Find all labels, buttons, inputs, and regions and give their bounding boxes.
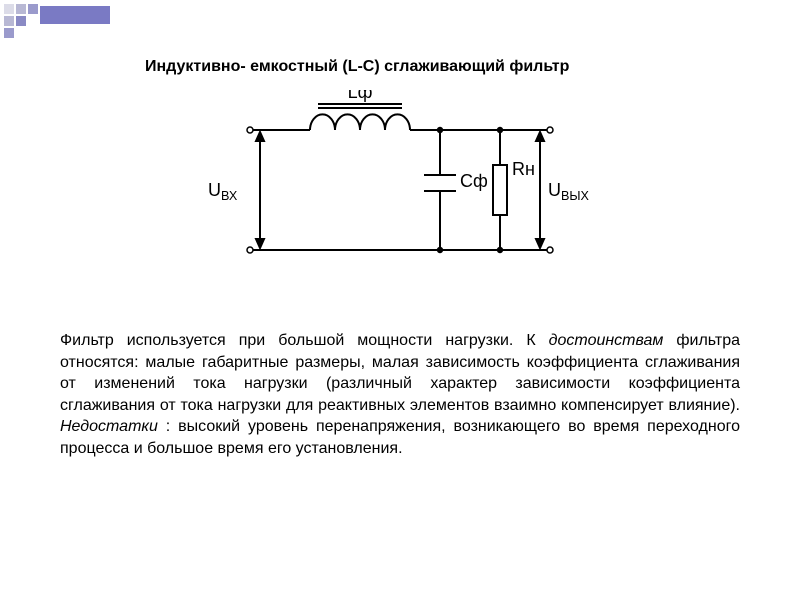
description-paragraph: Фильтр используется при большой мощности… bbox=[60, 330, 740, 460]
corner-decoration bbox=[0, 0, 120, 45]
paragraph-span: Фильтр используется при большой мощности… bbox=[60, 332, 549, 349]
paragraph-span: : высокий уровень перенапряжения, возник… bbox=[60, 418, 740, 457]
paragraph-span: Недостатки bbox=[60, 418, 158, 435]
slide-title: Индуктивно- емкостный (L-C) сглаживающий… bbox=[145, 58, 740, 76]
svg-text:Rн: Rн bbox=[512, 159, 535, 179]
paragraph-span: достоинствам bbox=[549, 332, 664, 349]
svg-text:UВЫХ: UВЫХ bbox=[548, 180, 590, 203]
circuit-diagram: Lф Cф Rн UВХ UВЫХ bbox=[200, 90, 600, 270]
svg-text:Lф: Lф bbox=[348, 90, 373, 102]
svg-text:UВХ: UВХ bbox=[208, 180, 238, 203]
svg-text:Cф: Cф bbox=[460, 171, 488, 191]
